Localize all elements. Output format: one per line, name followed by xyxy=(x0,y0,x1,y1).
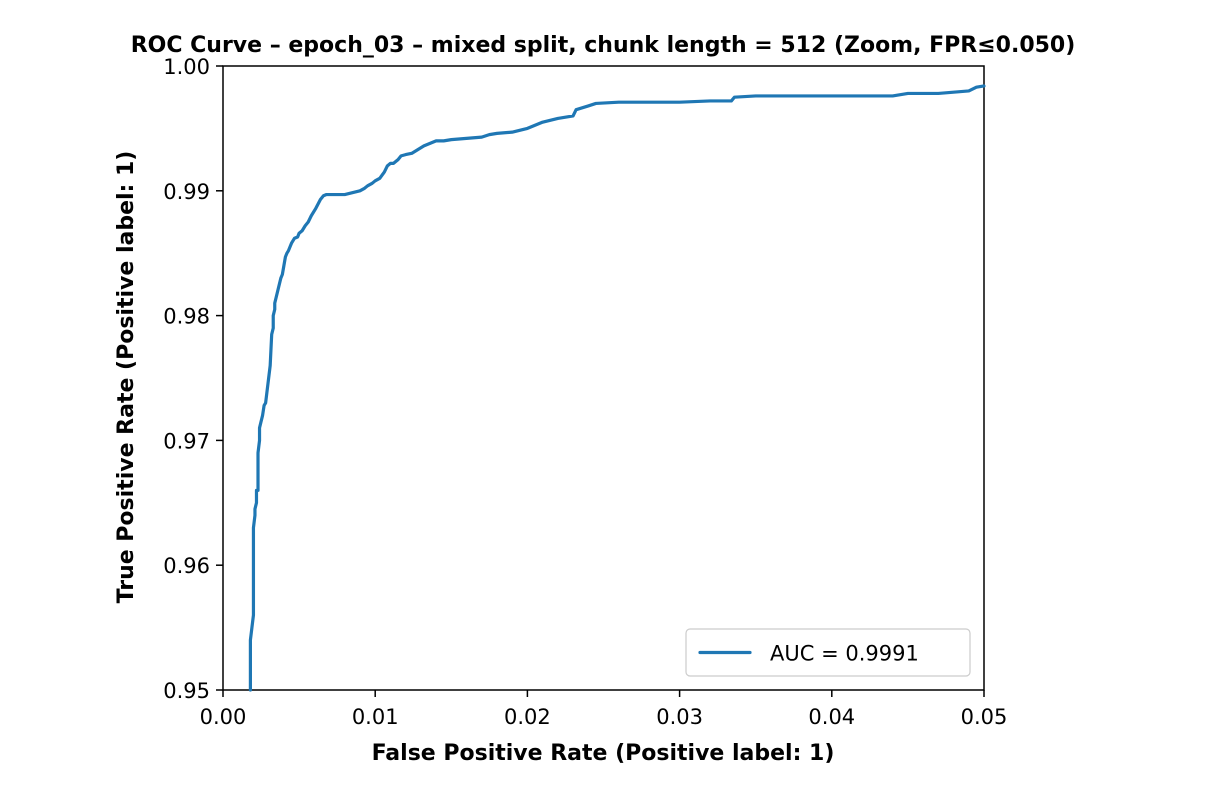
y-axis-label: True Positive Rate (Positive label: 1) xyxy=(114,151,139,604)
plot-area xyxy=(222,65,986,692)
plot-frame xyxy=(222,65,985,691)
y-tick-label: 0.95 xyxy=(163,679,210,703)
x-tick-label: 0.01 xyxy=(352,705,399,729)
x-axis-label: False Positive Rate (Positive label: 1) xyxy=(372,741,835,766)
y-tick-label: 0.98 xyxy=(163,305,210,329)
legend: AUC = 0.9991 xyxy=(685,628,971,677)
x-tick-label: 0.03 xyxy=(656,705,703,729)
x-axis-ticks: 0.00 0.01 0.02 0.03 0.04 0.05 xyxy=(200,690,1008,729)
x-tick-label: 0.04 xyxy=(808,705,855,729)
y-tick-label: 0.97 xyxy=(163,429,210,453)
legend-box xyxy=(685,628,971,677)
y-axis-ticks: 0.95 0.96 0.97 0.98 0.99 1.00 xyxy=(163,55,223,703)
y-tick-label: 1.00 xyxy=(163,55,210,79)
x-tick-label: 0.00 xyxy=(200,705,247,729)
y-tick-label: 0.99 xyxy=(163,180,210,204)
x-tick-label: 0.02 xyxy=(504,705,551,729)
x-tick-label: 0.05 xyxy=(961,705,1008,729)
chart-title: ROC Curve – epoch_03 – mixed split, chun… xyxy=(131,33,1076,58)
legend-label: AUC = 0.9991 xyxy=(770,642,919,666)
roc-curve-line xyxy=(248,84,986,692)
y-tick-label: 0.96 xyxy=(163,554,210,578)
